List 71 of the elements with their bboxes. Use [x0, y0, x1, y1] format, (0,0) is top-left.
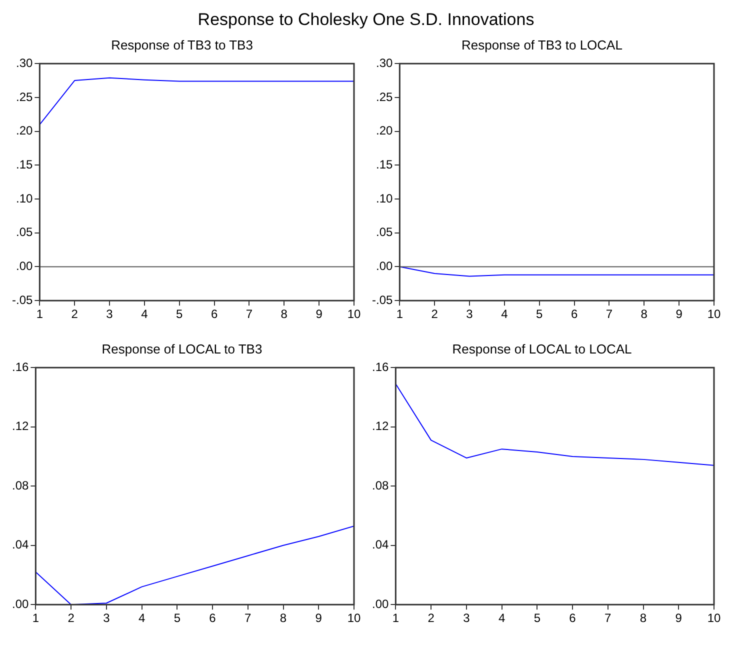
x-tick-label: 1 — [392, 611, 400, 626]
y-tick-label: -.05 — [12, 292, 33, 307]
x-tick-label: 2 — [431, 307, 438, 322]
y-tick-label: .25 — [16, 90, 33, 104]
x-tick-label: 7 — [246, 307, 253, 322]
x-tick-label: 6 — [569, 611, 576, 626]
x-tick-label: 4 — [138, 611, 146, 626]
y-tick-label: .10 — [376, 191, 393, 206]
y-tick-label: .30 — [16, 56, 33, 70]
x-tick-label: 1 — [32, 611, 40, 626]
y-tick-label: .20 — [16, 124, 33, 138]
chart-title: Response of TB3 to LOCAL — [462, 37, 622, 52]
x-tick-label: 2 — [68, 611, 75, 626]
x-tick-label: 6 — [209, 611, 216, 626]
y-tick-label: .04 — [12, 538, 29, 552]
x-tick-label: 10 — [707, 611, 721, 626]
y-tick-label: .00 — [372, 596, 389, 611]
y-tick-label: .12 — [12, 419, 29, 434]
y-tick-label: .25 — [376, 90, 393, 104]
x-tick-label: 5 — [534, 611, 541, 626]
x-tick-label: 3 — [103, 611, 110, 626]
chart-title: Response of LOCAL to LOCAL — [452, 341, 632, 356]
x-tick-label: 6 — [570, 307, 578, 322]
x-tick-label: 3 — [466, 307, 474, 322]
x-tick-label: 4 — [141, 307, 148, 322]
text: Response to Cholesky One S.D. Innovations — [196, 9, 536, 31]
y-tick-label: .15 — [376, 157, 393, 172]
y-tick-label: .05 — [376, 225, 393, 240]
x-tick-label: 4 — [498, 611, 506, 626]
x-tick-label: 10 — [347, 611, 361, 626]
x-tick-label: 9 — [315, 611, 322, 626]
x-tick-label: 8 — [640, 307, 648, 322]
x-tick-label: 1 — [36, 307, 44, 322]
y-tick-label: .00 — [12, 596, 29, 611]
y-tick-label: .00 — [16, 259, 33, 274]
x-tick-label: 10 — [707, 307, 721, 322]
y-tick-label: .20 — [376, 124, 393, 138]
x-tick-label: 8 — [280, 611, 287, 626]
x-tick-label: 8 — [640, 611, 647, 626]
x-tick-label: 2 — [428, 611, 435, 626]
chart-title: Response of LOCAL to TB3 — [102, 341, 262, 356]
x-tick-label: 10 — [347, 307, 361, 322]
x-tick-label: 7 — [604, 611, 612, 626]
x-tick-label: 9 — [676, 307, 683, 322]
x-tick-label: 5 — [176, 307, 184, 322]
x-tick-label: 7 — [606, 307, 613, 322]
y-tick-label: .16 — [372, 360, 389, 374]
y-tick-label: .04 — [372, 538, 389, 552]
x-tick-label: 9 — [316, 307, 323, 322]
y-tick-label: .00 — [376, 259, 393, 274]
y-tick-label: .30 — [376, 56, 393, 70]
x-tick-label: 1 — [396, 307, 404, 322]
y-tick-label: .15 — [16, 157, 33, 172]
x-tick-label: 9 — [675, 611, 682, 626]
x-tick-label: 3 — [106, 307, 114, 322]
x-tick-label: 8 — [280, 307, 288, 322]
y-tick-label: .08 — [372, 478, 389, 492]
x-tick-label: 3 — [463, 611, 470, 626]
x-tick-label: 5 — [174, 611, 181, 626]
x-tick-label: 5 — [536, 307, 544, 322]
x-tick-label: 2 — [71, 307, 78, 322]
y-tick-label: .08 — [12, 478, 29, 492]
y-tick-label: .10 — [16, 191, 33, 206]
x-tick-label: 7 — [244, 611, 252, 626]
x-tick-label: 4 — [501, 307, 508, 322]
chart-title: Response of TB3 to TB3 — [111, 37, 253, 52]
y-tick-label: -.05 — [372, 292, 393, 307]
y-tick-label: .12 — [372, 419, 389, 434]
y-tick-label: .16 — [12, 360, 29, 374]
x-tick-label: 6 — [210, 307, 218, 322]
y-tick-label: .05 — [16, 225, 33, 240]
